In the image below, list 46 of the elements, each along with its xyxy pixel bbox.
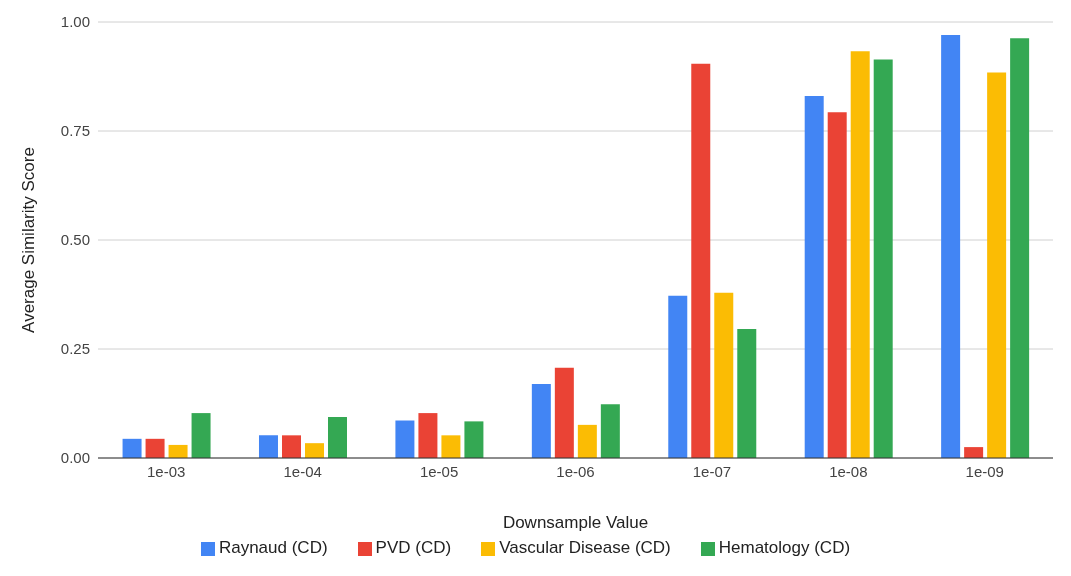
bar [418, 413, 438, 458]
bar [987, 72, 1007, 458]
bar [281, 435, 301, 458]
bar [941, 35, 961, 458]
x-tick-label: 1e-09 [965, 462, 1004, 480]
y-tick-label: 0.25 [60, 340, 90, 358]
y-tick-label: 0.75 [60, 122, 90, 140]
bar [554, 367, 574, 458]
bar [668, 295, 688, 458]
y-axis-title: Average Similarity Score [19, 147, 39, 333]
x-tick-label: 1e-03 [147, 462, 186, 480]
bar [258, 435, 278, 458]
y-tick-label: 0.50 [60, 231, 90, 249]
bar [600, 404, 620, 458]
bar [804, 96, 824, 458]
legend-label: Vascular Disease (CD) [499, 538, 671, 557]
bar [714, 292, 734, 458]
bar [441, 435, 461, 458]
bar [122, 438, 142, 458]
bar [827, 112, 847, 458]
bar [395, 420, 415, 458]
y-tick-label: 0.00 [60, 449, 90, 467]
x-tick-label: 1e-07 [692, 462, 732, 480]
x-axis-title: Downsample Value [502, 513, 649, 532]
bar [850, 51, 870, 458]
x-tick-label: 1e-04 [283, 462, 322, 480]
bar [873, 59, 893, 458]
x-tick-label: 1e-08 [829, 462, 868, 480]
bar [964, 447, 984, 458]
y-tick-label: 1.00 [60, 13, 90, 31]
bar [691, 63, 711, 458]
bar [737, 328, 757, 458]
bar [304, 443, 324, 458]
bar [1010, 38, 1030, 458]
bar [168, 444, 188, 458]
bar [531, 383, 551, 458]
bar [327, 417, 347, 458]
bar [145, 438, 165, 458]
x-tick-label: 1e-05 [419, 462, 459, 480]
legend-label: PVD (CD) [375, 538, 452, 557]
x-tick-label: 1e-06 [556, 462, 595, 480]
legend-label: Hematology (CD) [718, 538, 851, 557]
legend-label: Raynaud (CD) [218, 538, 328, 557]
bar [577, 424, 597, 458]
bar [464, 421, 484, 458]
bar [191, 413, 211, 458]
